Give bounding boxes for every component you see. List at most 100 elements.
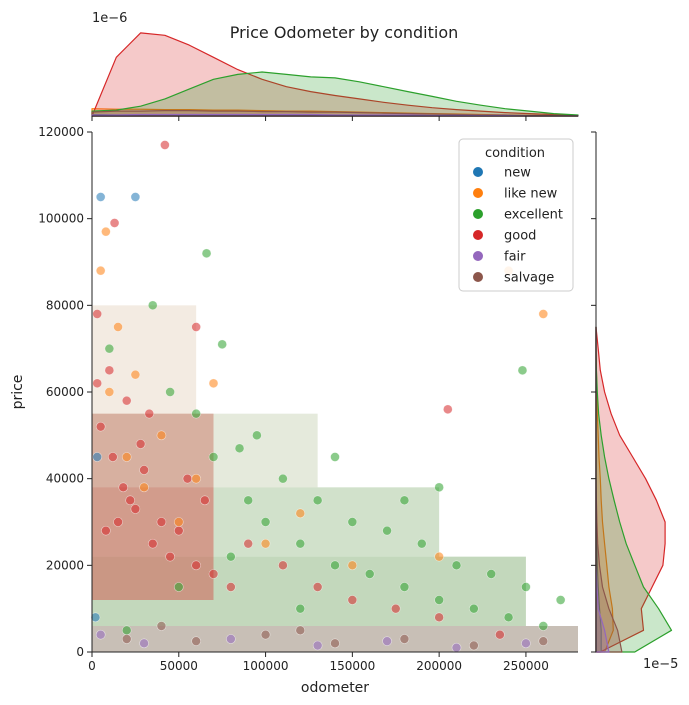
scatter-point-excellent-20 — [416, 538, 427, 549]
scatter-point-good-13 — [208, 569, 219, 579]
axes: 0 50000 100000 150000 200000 250000 0 20000 4000… — [38, 115, 597, 673]
scatter-point-good-16 — [121, 395, 132, 406]
scatter-point-good-23 — [278, 560, 288, 571]
scatter-point-excellent-3 — [260, 517, 271, 527]
scatter-point-fair-5 — [521, 638, 531, 649]
scatter-point-salvage-4 — [399, 634, 410, 644]
scatter-point-excellent-5 — [330, 560, 340, 571]
scatter-point-salvage-1 — [191, 636, 201, 646]
legend-marker-fair — [473, 251, 483, 261]
legend: condition new like new excellent good fair sa… — [458, 138, 574, 292]
scatter-point-like-new-16 — [434, 551, 444, 562]
scatter-point-salvage-7 — [156, 621, 167, 631]
scatter-point-excellent-2 — [226, 551, 236, 562]
scatter-point-salvage-5 — [469, 640, 479, 651]
scatter-point-excellent-6 — [364, 569, 375, 579]
legend-marker-salvage — [473, 272, 483, 282]
scatter-point-like-new-9 — [260, 538, 271, 549]
scatter-point-like-new-10 — [347, 560, 358, 571]
scatter-point-excellent-1 — [173, 582, 184, 592]
scatter-point-fair-3 — [382, 636, 392, 646]
scatter-point-excellent-8 — [434, 595, 444, 605]
x-tick-label-2: 100000 — [243, 659, 289, 673]
scatter-point-good-10 — [165, 551, 175, 562]
legend-label-fair: fair — [504, 250, 526, 265]
scatter-point-excellent-21 — [451, 560, 462, 571]
scatter-point-good-30 — [191, 322, 201, 332]
scatter-point-new-3 — [92, 452, 103, 462]
scatter-point-like-new-8 — [191, 473, 201, 484]
scatter-point-good-17 — [135, 439, 146, 449]
scatter-point-fair-4 — [451, 642, 462, 653]
scatter-point-like-new-0 — [95, 265, 106, 276]
scatter-point-good-6 — [113, 517, 123, 527]
scatter-point-excellent-15 — [252, 430, 262, 441]
scatter-point-excellent-29 — [147, 300, 158, 311]
scatter-point-good-7 — [125, 495, 135, 506]
scatter-point-like-new-13 — [130, 369, 141, 380]
scatter-point-excellent-33 — [234, 443, 245, 454]
scatter-point-good-26 — [390, 603, 401, 614]
scatter-point-like-new-4 — [173, 517, 184, 527]
right-marginal-kde — [595, 326, 673, 653]
scatter-point-excellent-18 — [347, 517, 358, 527]
x-tick-label-4: 200000 — [416, 659, 462, 673]
scatter-point-good-29 — [109, 218, 120, 228]
scatter-point-new-2 — [130, 192, 141, 202]
legend-marker-like-new — [473, 188, 483, 198]
scatter-point-good-0 — [95, 421, 106, 432]
y-tick-label-0: 0 — [76, 645, 84, 659]
legend-entries: new like new excellent good fair salvage — [473, 166, 563, 286]
scatter-point-excellent-4 — [295, 538, 306, 549]
scatter-point-salvage-0 — [121, 634, 132, 644]
scatter-point-excellent-24 — [555, 595, 566, 605]
legend-title: condition — [485, 146, 545, 161]
scatter-point-new-0 — [90, 612, 101, 623]
scatter-point-good-27 — [434, 612, 444, 623]
y-tick-label-2: 40000 — [46, 472, 84, 486]
scatter-point-salvage-6 — [538, 636, 549, 646]
scatter-point-good-21 — [200, 495, 210, 506]
scatter-point-excellent-0 — [121, 625, 132, 636]
scatter-point-like-new-1 — [104, 387, 115, 397]
x-tick-label-0: 0 — [88, 659, 96, 673]
y-axis-label: price — [10, 375, 26, 410]
legend-label-salvage: salvage — [504, 271, 554, 286]
scatter-point-good-32 — [443, 404, 453, 415]
x-axis-label: odometer — [301, 680, 369, 696]
scatter-point-excellent-31 — [295, 603, 306, 614]
scatter-plot-area — [90, 140, 578, 653]
scatter-point-excellent-25 — [201, 248, 212, 259]
y-tick-label-3: 60000 — [46, 385, 84, 399]
x-tick-label-1: 50000 — [160, 659, 198, 673]
scatter-point-good-18 — [104, 365, 115, 376]
scatter-point-good-19 — [144, 408, 155, 419]
legend-label-new: new — [504, 166, 531, 181]
right-kde-good — [595, 326, 666, 653]
scatter-point-excellent-23 — [521, 582, 531, 592]
scatter-point-like-new-6 — [156, 430, 167, 441]
top-kde-excellent — [91, 71, 579, 117]
scatter-point-good-25 — [347, 595, 358, 605]
y-tick-label-6: 120000 — [38, 125, 84, 139]
legend-label-like-new: like new — [504, 187, 558, 202]
scatter-point-good-12 — [191, 560, 201, 571]
scatter-point-salvage-3 — [330, 638, 340, 649]
top-kde-good — [91, 32, 579, 117]
scatter-point-good-33 — [495, 629, 505, 640]
scatter-point-excellent-22 — [486, 569, 497, 579]
right-marginal-exponent: 1e−5 — [643, 657, 678, 672]
scatter-point-excellent-28 — [104, 343, 115, 354]
x-tick-label-3: 150000 — [329, 659, 375, 673]
scatter-point-good-4 — [139, 465, 149, 475]
y-tick-label-1: 20000 — [46, 558, 84, 572]
scatter-point-like-new-11 — [538, 309, 549, 319]
scatter-point-excellent-13 — [278, 473, 288, 484]
scatter-point-excellent-16 — [208, 452, 219, 462]
scatter-point-excellent-9 — [469, 603, 479, 614]
legend-marker-good — [473, 230, 483, 240]
legend-marker-new — [473, 167, 483, 177]
scatter-point-fair-6 — [95, 629, 106, 640]
scatter-point-excellent-19 — [382, 525, 392, 536]
scatter-point-good-28 — [160, 140, 170, 150]
